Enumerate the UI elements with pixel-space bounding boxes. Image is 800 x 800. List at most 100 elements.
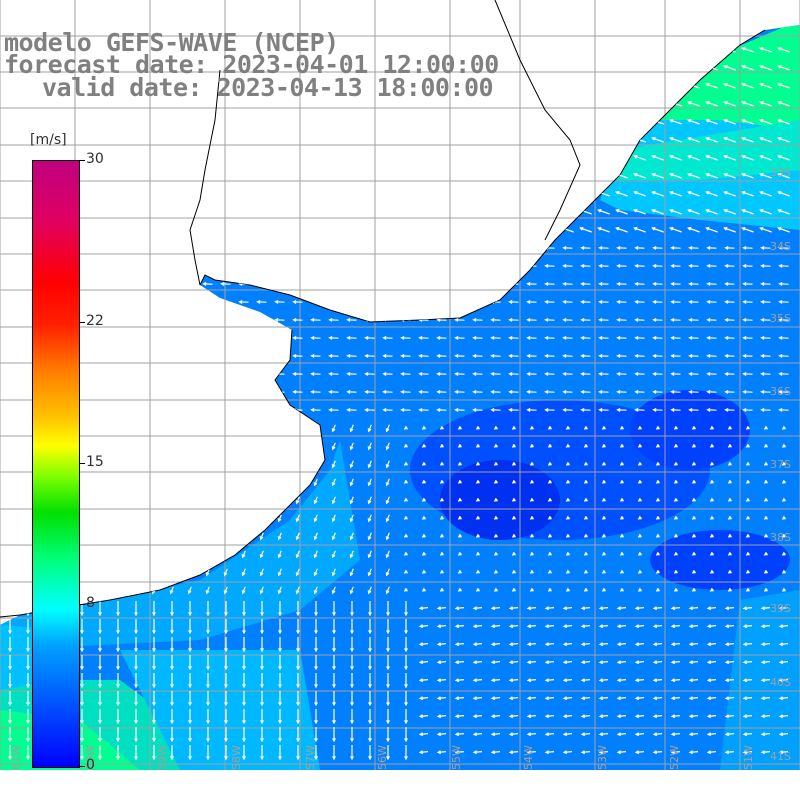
wind-arrow [328, 155, 339, 160]
wind-arrow [184, 335, 195, 340]
wind-arrow [670, 371, 681, 376]
wind-arrow [404, 709, 408, 725]
wind-arrow [490, 281, 501, 286]
wind-arrow [184, 389, 195, 394]
wind-arrow [508, 732, 519, 737]
wind-arrow [278, 727, 282, 743]
wind-arrow [169, 460, 174, 469]
wind-arrow [25, 460, 30, 469]
wind-arrow [544, 263, 555, 268]
latitude-label: 36S [770, 385, 791, 398]
wind-arrow [116, 709, 120, 725]
wind-arrow [547, 551, 552, 556]
wind-arrow [241, 586, 246, 595]
wind-arrow [655, 425, 660, 430]
wind-arrow [314, 655, 318, 671]
wind-arrow [205, 424, 210, 433]
wind-arrow [331, 568, 336, 577]
colorbar-tick-mark [79, 160, 85, 161]
wind-arrow [634, 299, 645, 304]
wind-arrow [94, 119, 105, 124]
longitude-label: 61W [10, 745, 23, 770]
wind-arrow [778, 714, 789, 719]
wind-arrow [544, 47, 555, 52]
wind-arrow [616, 696, 627, 701]
wind-arrow [151, 550, 156, 559]
wind-arrow [580, 660, 591, 665]
wind-arrow [202, 299, 213, 304]
wind-arrow [508, 335, 519, 340]
wind-arrow [652, 317, 663, 322]
wind-arrow [382, 389, 393, 394]
wind-arrow [436, 732, 447, 737]
wind-arrow [511, 461, 516, 466]
wind-arrow [296, 637, 300, 653]
wind-arrow [454, 389, 465, 394]
wind-arrow [259, 460, 264, 469]
wind-arrow [579, 100, 592, 107]
wind-arrow [454, 299, 465, 304]
wind-arrow [741, 46, 754, 53]
wind-arrow [526, 678, 537, 683]
wind-arrow [310, 155, 321, 160]
wind-arrow [759, 82, 772, 89]
wind-arrow [493, 425, 498, 430]
wind-arrow [709, 551, 714, 556]
wind-arrow [687, 172, 700, 179]
wind-arrow [58, 119, 69, 124]
wind-arrow [778, 335, 789, 340]
wind-arrow [580, 335, 591, 340]
wind-arrow [493, 461, 498, 466]
wind-arrow [418, 209, 429, 214]
wind-arrow [25, 550, 30, 559]
wind-arrow [526, 227, 537, 232]
wind-arrow [184, 317, 195, 322]
wind-arrow [723, 172, 736, 179]
wind-arrow [688, 606, 699, 611]
wind-arrow [742, 732, 753, 737]
wind-arrow [188, 655, 192, 671]
wind-arrow [292, 119, 303, 124]
wind-arrow [493, 515, 498, 520]
wind-arrow [490, 245, 501, 250]
wind-arrow [418, 660, 429, 665]
wind-arrow [634, 714, 645, 719]
wind-arrow [349, 568, 354, 577]
wind-arrow [490, 407, 501, 412]
wind-arrow [652, 389, 663, 394]
wind-arrow [616, 714, 627, 719]
wind-arrow [706, 335, 717, 340]
wind-arrow [454, 750, 465, 755]
wind-arrow [187, 460, 192, 469]
wind-arrow [328, 353, 339, 358]
wind-arrow [22, 83, 33, 88]
wind-arrow [386, 601, 390, 617]
wind-arrow [238, 155, 249, 160]
wind-arrow [742, 335, 753, 340]
wind-arrow [400, 173, 411, 178]
latitude-label: 33S [770, 166, 791, 179]
wind-arrow [598, 335, 609, 340]
wind-arrow [220, 191, 231, 196]
wind-arrow [418, 137, 429, 142]
wind-arrow [490, 642, 501, 647]
wind-arrow [206, 709, 210, 725]
wind-arrow [421, 515, 426, 520]
wind-arrow [781, 479, 786, 484]
wind-arrow [242, 727, 246, 743]
wind-arrow [97, 568, 102, 577]
wind-arrow [400, 119, 411, 124]
wind-arrow [295, 442, 300, 451]
wind-arrow [544, 714, 555, 719]
wind-arrow [652, 371, 663, 376]
wind-arrow [673, 551, 678, 556]
wind-arrow [421, 479, 426, 484]
wind-arrow [526, 606, 537, 611]
wind-arrow [277, 460, 282, 469]
wind-arrow [490, 750, 501, 755]
wind-arrow [472, 245, 483, 250]
wind-arrow [490, 371, 501, 376]
wind-arrow [601, 497, 606, 502]
wind-arrow [295, 424, 300, 433]
